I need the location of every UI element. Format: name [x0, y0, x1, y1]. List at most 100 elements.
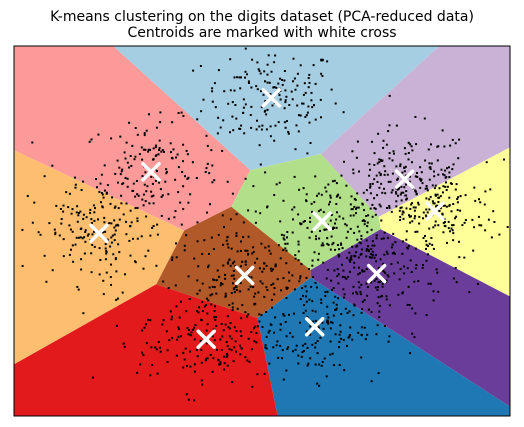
data-point — [250, 86, 253, 89]
data-point — [233, 287, 236, 290]
data-point — [256, 61, 259, 64]
data-point — [177, 326, 180, 329]
data-point — [277, 356, 280, 359]
data-point — [122, 213, 125, 216]
data-point — [224, 323, 227, 326]
data-point — [371, 250, 374, 253]
data-point — [114, 258, 117, 261]
data-point — [144, 255, 147, 258]
data-point — [215, 324, 218, 327]
data-point — [338, 333, 341, 336]
data-point — [105, 271, 108, 274]
data-point — [191, 161, 194, 164]
data-point — [162, 280, 165, 283]
data-point — [250, 105, 253, 108]
data-point — [302, 349, 305, 352]
data-point — [330, 289, 333, 291]
data-point — [293, 206, 296, 209]
data-point — [101, 193, 104, 196]
data-point — [398, 186, 401, 189]
data-point — [117, 243, 120, 246]
data-point — [432, 299, 435, 302]
data-point — [284, 126, 287, 129]
data-point — [428, 198, 431, 201]
data-point — [141, 198, 144, 201]
data-point — [394, 241, 397, 244]
data-point — [51, 269, 54, 272]
data-point — [433, 187, 436, 190]
data-point — [247, 209, 250, 212]
data-point — [234, 104, 237, 106]
data-point — [327, 183, 330, 186]
data-point — [326, 313, 329, 316]
data-point — [241, 304, 244, 307]
data-point — [318, 237, 321, 240]
data-point — [273, 194, 276, 196]
data-point — [126, 177, 129, 180]
data-point — [154, 179, 157, 182]
data-point — [437, 201, 440, 203]
data-point — [283, 238, 286, 241]
data-point — [329, 248, 332, 251]
data-point — [337, 282, 340, 285]
data-point — [243, 132, 246, 135]
data-point — [418, 215, 421, 218]
data-point — [446, 167, 448, 170]
data-point — [400, 199, 403, 202]
data-point — [337, 297, 339, 300]
data-point — [442, 231, 445, 234]
data-point — [338, 340, 341, 343]
data-point — [275, 183, 278, 186]
cluster-region — [320, 46, 510, 217]
data-point — [320, 301, 323, 304]
data-point — [143, 326, 146, 329]
data-point — [270, 270, 273, 272]
data-point — [226, 315, 229, 318]
data-point — [277, 82, 280, 85]
data-point — [473, 186, 476, 189]
data-point — [126, 185, 129, 188]
data-point — [262, 93, 265, 96]
data-point — [311, 264, 314, 267]
data-point — [105, 250, 108, 252]
data-point — [448, 196, 451, 199]
data-point — [344, 307, 347, 310]
data-point — [430, 237, 433, 239]
data-point — [205, 329, 208, 332]
data-point — [311, 309, 314, 312]
data-point — [380, 237, 383, 240]
data-point — [306, 152, 309, 155]
data-point — [110, 222, 113, 225]
data-point — [369, 186, 372, 189]
data-point — [371, 215, 374, 218]
data-point — [257, 68, 260, 71]
data-point — [356, 192, 359, 195]
data-point — [452, 239, 455, 242]
data-point — [371, 203, 374, 206]
data-point — [191, 328, 194, 331]
data-point — [282, 199, 285, 202]
data-point — [392, 232, 395, 235]
data-point — [76, 205, 79, 208]
data-point — [174, 284, 177, 287]
data-point — [144, 200, 147, 203]
data-point — [274, 264, 277, 267]
data-point — [103, 216, 106, 219]
data-point — [102, 279, 105, 282]
data-point — [231, 306, 234, 309]
data-point — [132, 237, 134, 240]
data-point — [387, 130, 390, 133]
data-point — [155, 126, 158, 129]
data-point — [272, 346, 275, 349]
data-point — [350, 208, 353, 211]
data-point — [455, 281, 458, 284]
data-point — [323, 228, 326, 231]
data-point — [141, 175, 144, 178]
data-point — [74, 243, 77, 246]
data-point — [171, 256, 174, 259]
data-point — [158, 181, 160, 184]
data-point — [299, 222, 302, 225]
data-point — [293, 175, 296, 178]
data-point — [213, 339, 216, 342]
data-point — [206, 323, 209, 326]
